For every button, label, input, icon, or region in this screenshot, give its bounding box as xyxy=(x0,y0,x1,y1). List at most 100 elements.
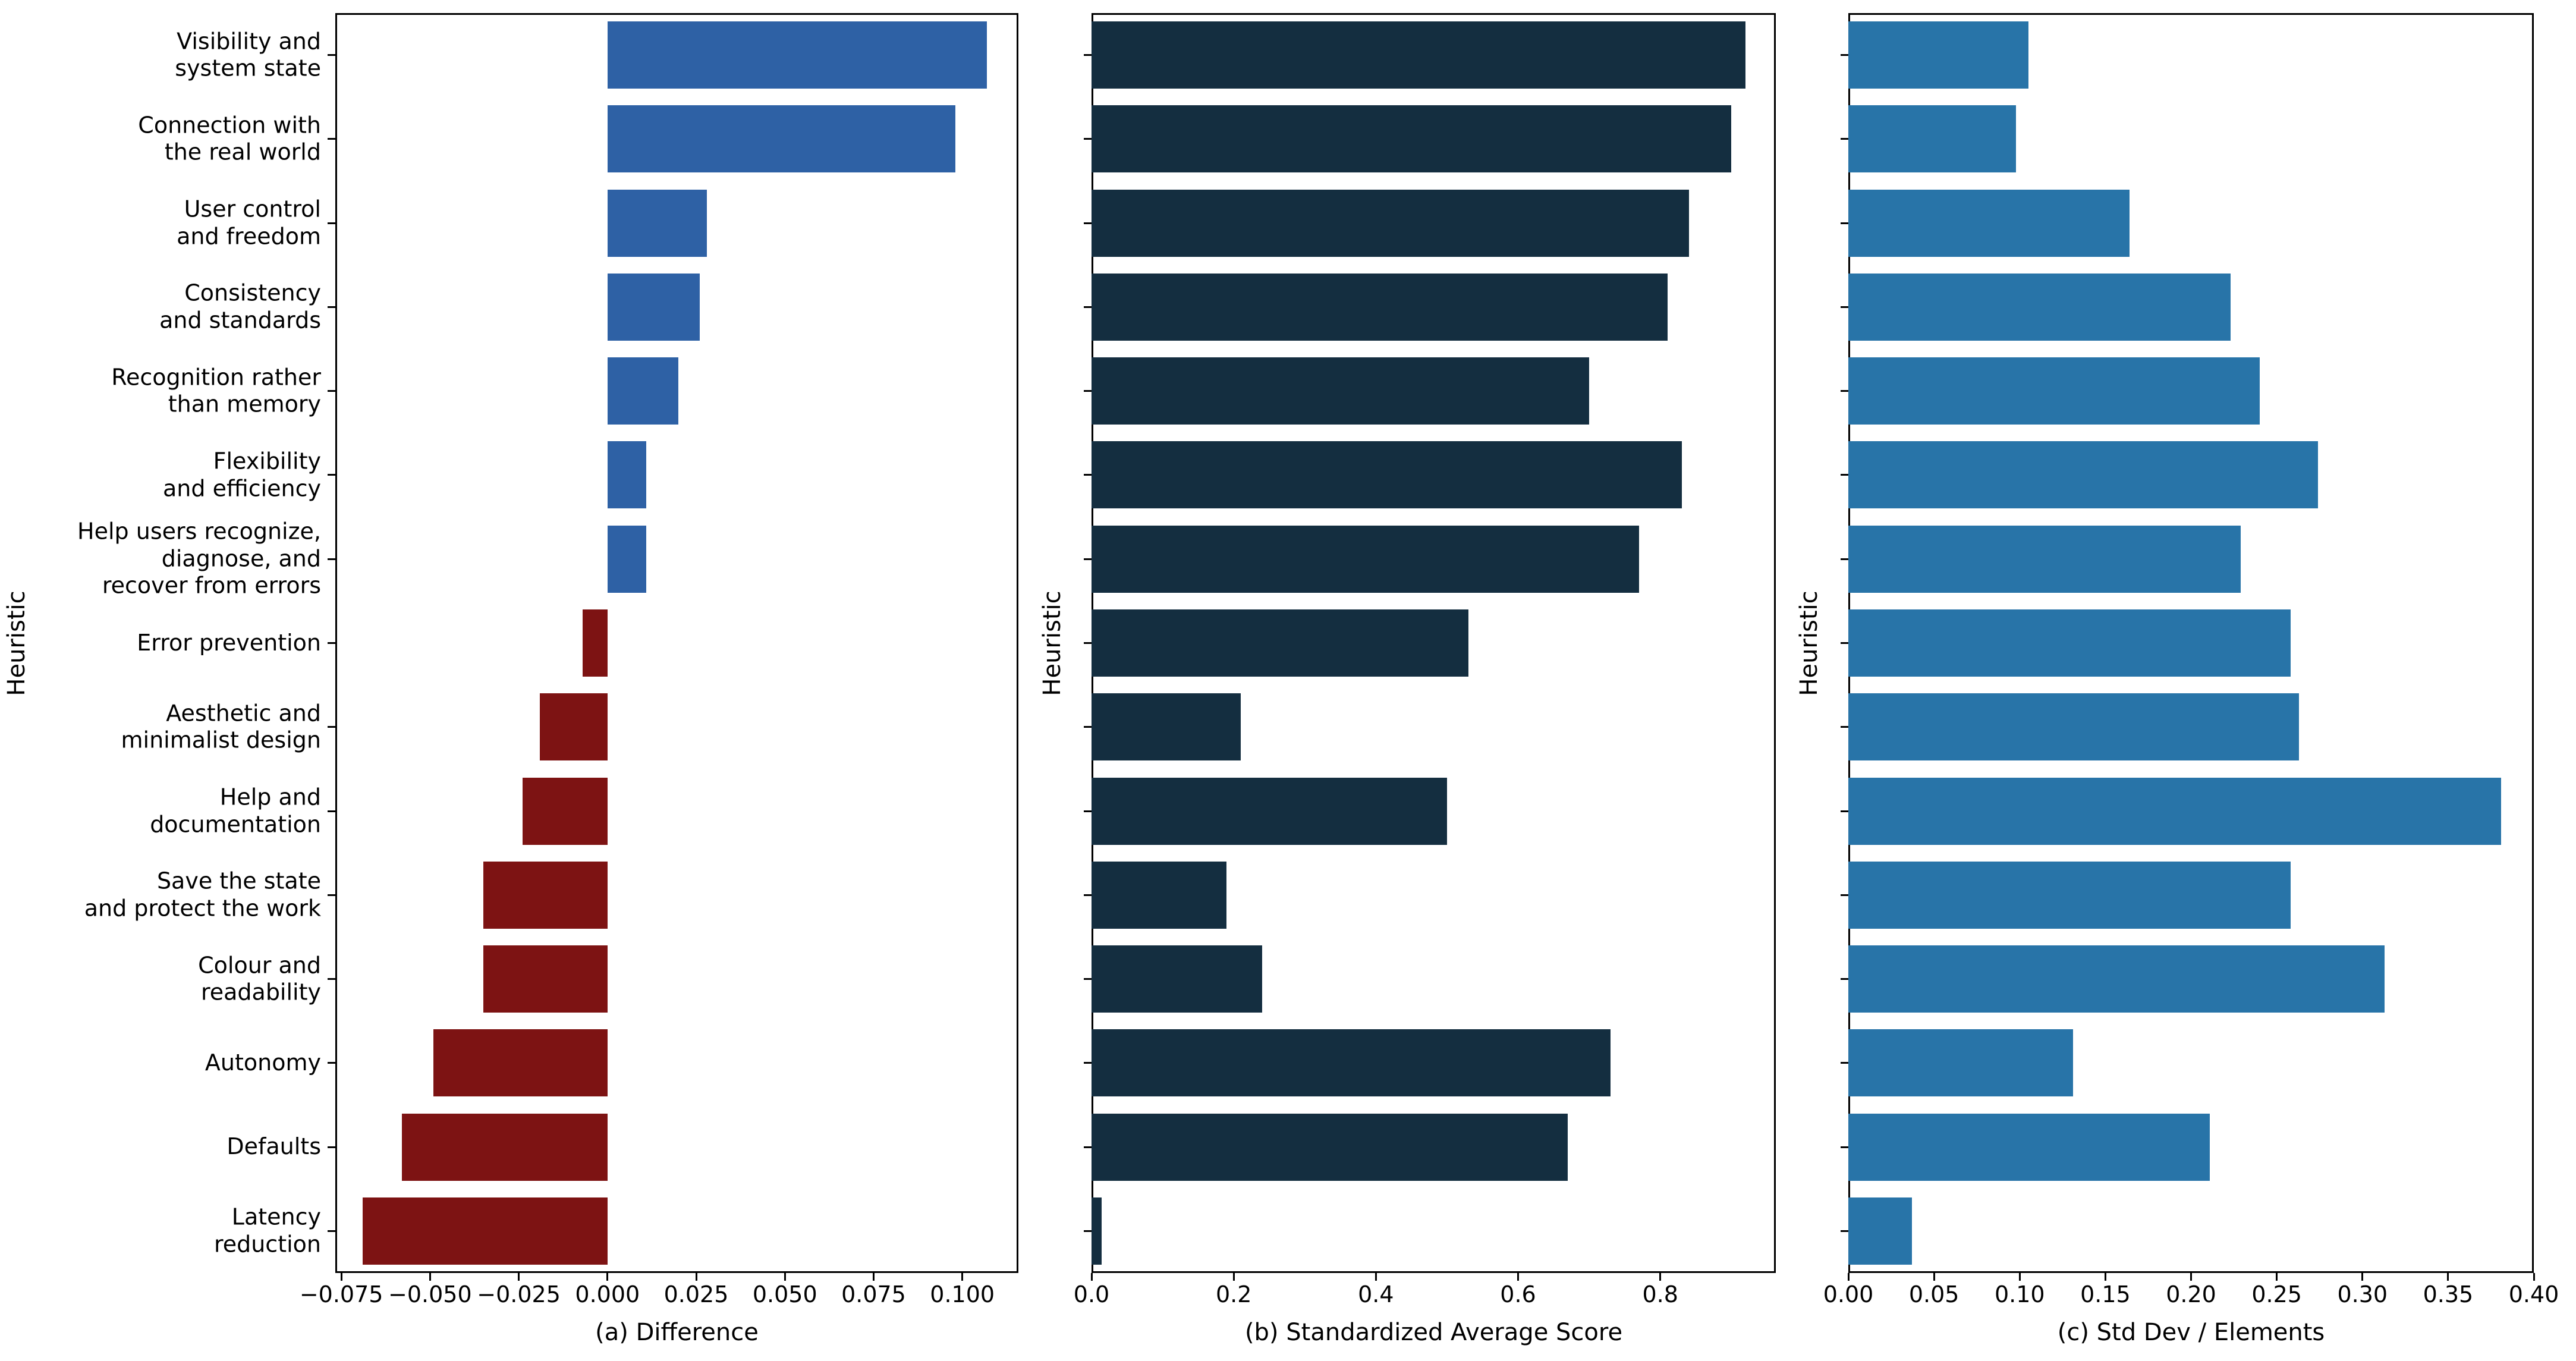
y-tick-a xyxy=(328,558,335,560)
y-tick-b xyxy=(1084,1062,1092,1064)
y-tick-a xyxy=(328,1062,335,1064)
bar-c-14 xyxy=(1848,1197,1912,1265)
x-tick-a xyxy=(784,1273,786,1281)
y-tick-label-9: Help and documentation xyxy=(150,784,321,838)
bar-b-7 xyxy=(1092,609,1468,677)
y-tick-b xyxy=(1084,138,1092,140)
x-tick-label-c: 0.05 xyxy=(1908,1281,1959,1307)
bar-c-8 xyxy=(1848,693,2300,761)
y-tick-c xyxy=(1841,894,1848,896)
x-tick-c xyxy=(2447,1273,2449,1281)
x-tick-label-b: 0.2 xyxy=(1215,1281,1252,1307)
bar-b-9 xyxy=(1092,777,1447,845)
x-tick-label-c: 0.00 xyxy=(1823,1281,1874,1307)
y-tick-label-0: Visibility and system state xyxy=(175,28,321,81)
y-tick-label-12: Autonomy xyxy=(205,1049,321,1076)
x-tick-label-a: −0.075 xyxy=(299,1281,383,1307)
x-tick-label-b: 0.0 xyxy=(1073,1281,1110,1307)
bar-c-4 xyxy=(1848,357,2260,425)
y-tick-label-1: Connection with the real world xyxy=(138,112,321,165)
y-tick-b xyxy=(1084,390,1092,392)
bar-b-2 xyxy=(1092,189,1689,257)
bar-c-9 xyxy=(1848,777,2502,845)
bar-a-0 xyxy=(607,21,987,89)
bar-a-8 xyxy=(540,693,608,761)
x-tick-a xyxy=(518,1273,520,1281)
y-tick-c xyxy=(1841,1062,1848,1064)
bar-a-3 xyxy=(607,273,700,341)
x-tick-label-a: 0.050 xyxy=(752,1281,817,1307)
y-tick-label-3: Consistency and standards xyxy=(159,279,321,334)
x-tick-a xyxy=(429,1273,431,1281)
bar-c-11 xyxy=(1848,945,2385,1013)
y-tick-b xyxy=(1084,558,1092,560)
y-tick-label-10: Save the state and protect the work xyxy=(84,867,321,922)
bar-c-3 xyxy=(1848,273,2231,341)
bar-c-0 xyxy=(1848,21,2028,89)
y-tick-b xyxy=(1084,306,1092,308)
y-tick-a xyxy=(328,390,335,392)
y-tick-c xyxy=(1841,474,1848,476)
bar-a-5 xyxy=(607,441,647,509)
bar-a-10 xyxy=(483,861,608,929)
y-tick-a xyxy=(328,894,335,896)
plot-area-std-dev-elements xyxy=(1848,13,2534,1273)
y-tick-b xyxy=(1084,1146,1092,1148)
x-tick-b xyxy=(1090,1273,1093,1281)
x-tick-a xyxy=(872,1273,875,1281)
bar-c-2 xyxy=(1848,189,2130,257)
bar-b-5 xyxy=(1092,441,1682,509)
bar-c-1 xyxy=(1848,105,2017,173)
y-tick-label-8: Aesthetic and minimalist design xyxy=(121,700,321,753)
x-axis-label-panel-a: (a) Difference xyxy=(595,1319,759,1346)
x-tick-label-c: 0.10 xyxy=(1994,1281,2045,1307)
x-tick-label-c: 0.20 xyxy=(2166,1281,2216,1307)
y-tick-b xyxy=(1084,642,1092,644)
y-tick-b xyxy=(1084,726,1092,728)
x-tick-c xyxy=(2276,1273,2278,1281)
x-axis-label-panel-c: (c) Std Dev / Elements xyxy=(2057,1319,2325,1346)
x-tick-label-a: 0.075 xyxy=(841,1281,906,1307)
y-tick-a xyxy=(328,978,335,980)
y-tick-label-4: Recognition rather than memory xyxy=(111,364,321,417)
y-tick-c xyxy=(1841,306,1848,308)
bar-b-8 xyxy=(1092,693,1241,761)
x-tick-b xyxy=(1517,1273,1519,1281)
bar-c-12 xyxy=(1848,1029,2073,1097)
x-tick-label-a: 0.100 xyxy=(930,1281,995,1307)
bar-b-12 xyxy=(1092,1029,1611,1097)
y-tick-c xyxy=(1841,978,1848,980)
y-tick-c xyxy=(1841,138,1848,140)
y-tick-a xyxy=(328,474,335,476)
bar-c-6 xyxy=(1848,525,2241,593)
y-tick-label-6: Help users recognize, diagnose, and reco… xyxy=(77,518,321,599)
bar-a-13 xyxy=(401,1113,608,1181)
bar-b-11 xyxy=(1092,945,1262,1013)
x-tick-c xyxy=(2190,1273,2192,1281)
bar-b-0 xyxy=(1092,21,1746,89)
x-tick-b xyxy=(1232,1273,1235,1281)
y-tick-a xyxy=(328,642,335,644)
bar-a-12 xyxy=(433,1029,608,1097)
x-tick-label-b: 0.6 xyxy=(1500,1281,1536,1307)
bar-b-10 xyxy=(1092,861,1227,929)
x-tick-label-c: 0.30 xyxy=(2337,1281,2388,1307)
y-tick-a xyxy=(328,726,335,728)
y-tick-a xyxy=(328,222,335,224)
bar-a-2 xyxy=(607,189,707,257)
bar-b-14 xyxy=(1092,1197,1102,1265)
bar-b-6 xyxy=(1092,525,1639,593)
plot-area-difference xyxy=(335,13,1018,1273)
y-tick-c xyxy=(1841,558,1848,560)
x-tick-label-a: −0.050 xyxy=(388,1281,472,1307)
x-tick-label-a: 0.000 xyxy=(575,1281,640,1307)
x-tick-label-c: 0.35 xyxy=(2423,1281,2474,1307)
y-tick-a xyxy=(328,138,335,140)
y-tick-c xyxy=(1841,390,1848,392)
bar-b-4 xyxy=(1092,357,1590,425)
bar-c-10 xyxy=(1848,861,2291,929)
x-tick-label-c: 0.15 xyxy=(2080,1281,2131,1307)
y-tick-b xyxy=(1084,222,1092,224)
y-tick-label-7: Error prevention xyxy=(137,629,321,656)
y-tick-c xyxy=(1841,1146,1848,1148)
